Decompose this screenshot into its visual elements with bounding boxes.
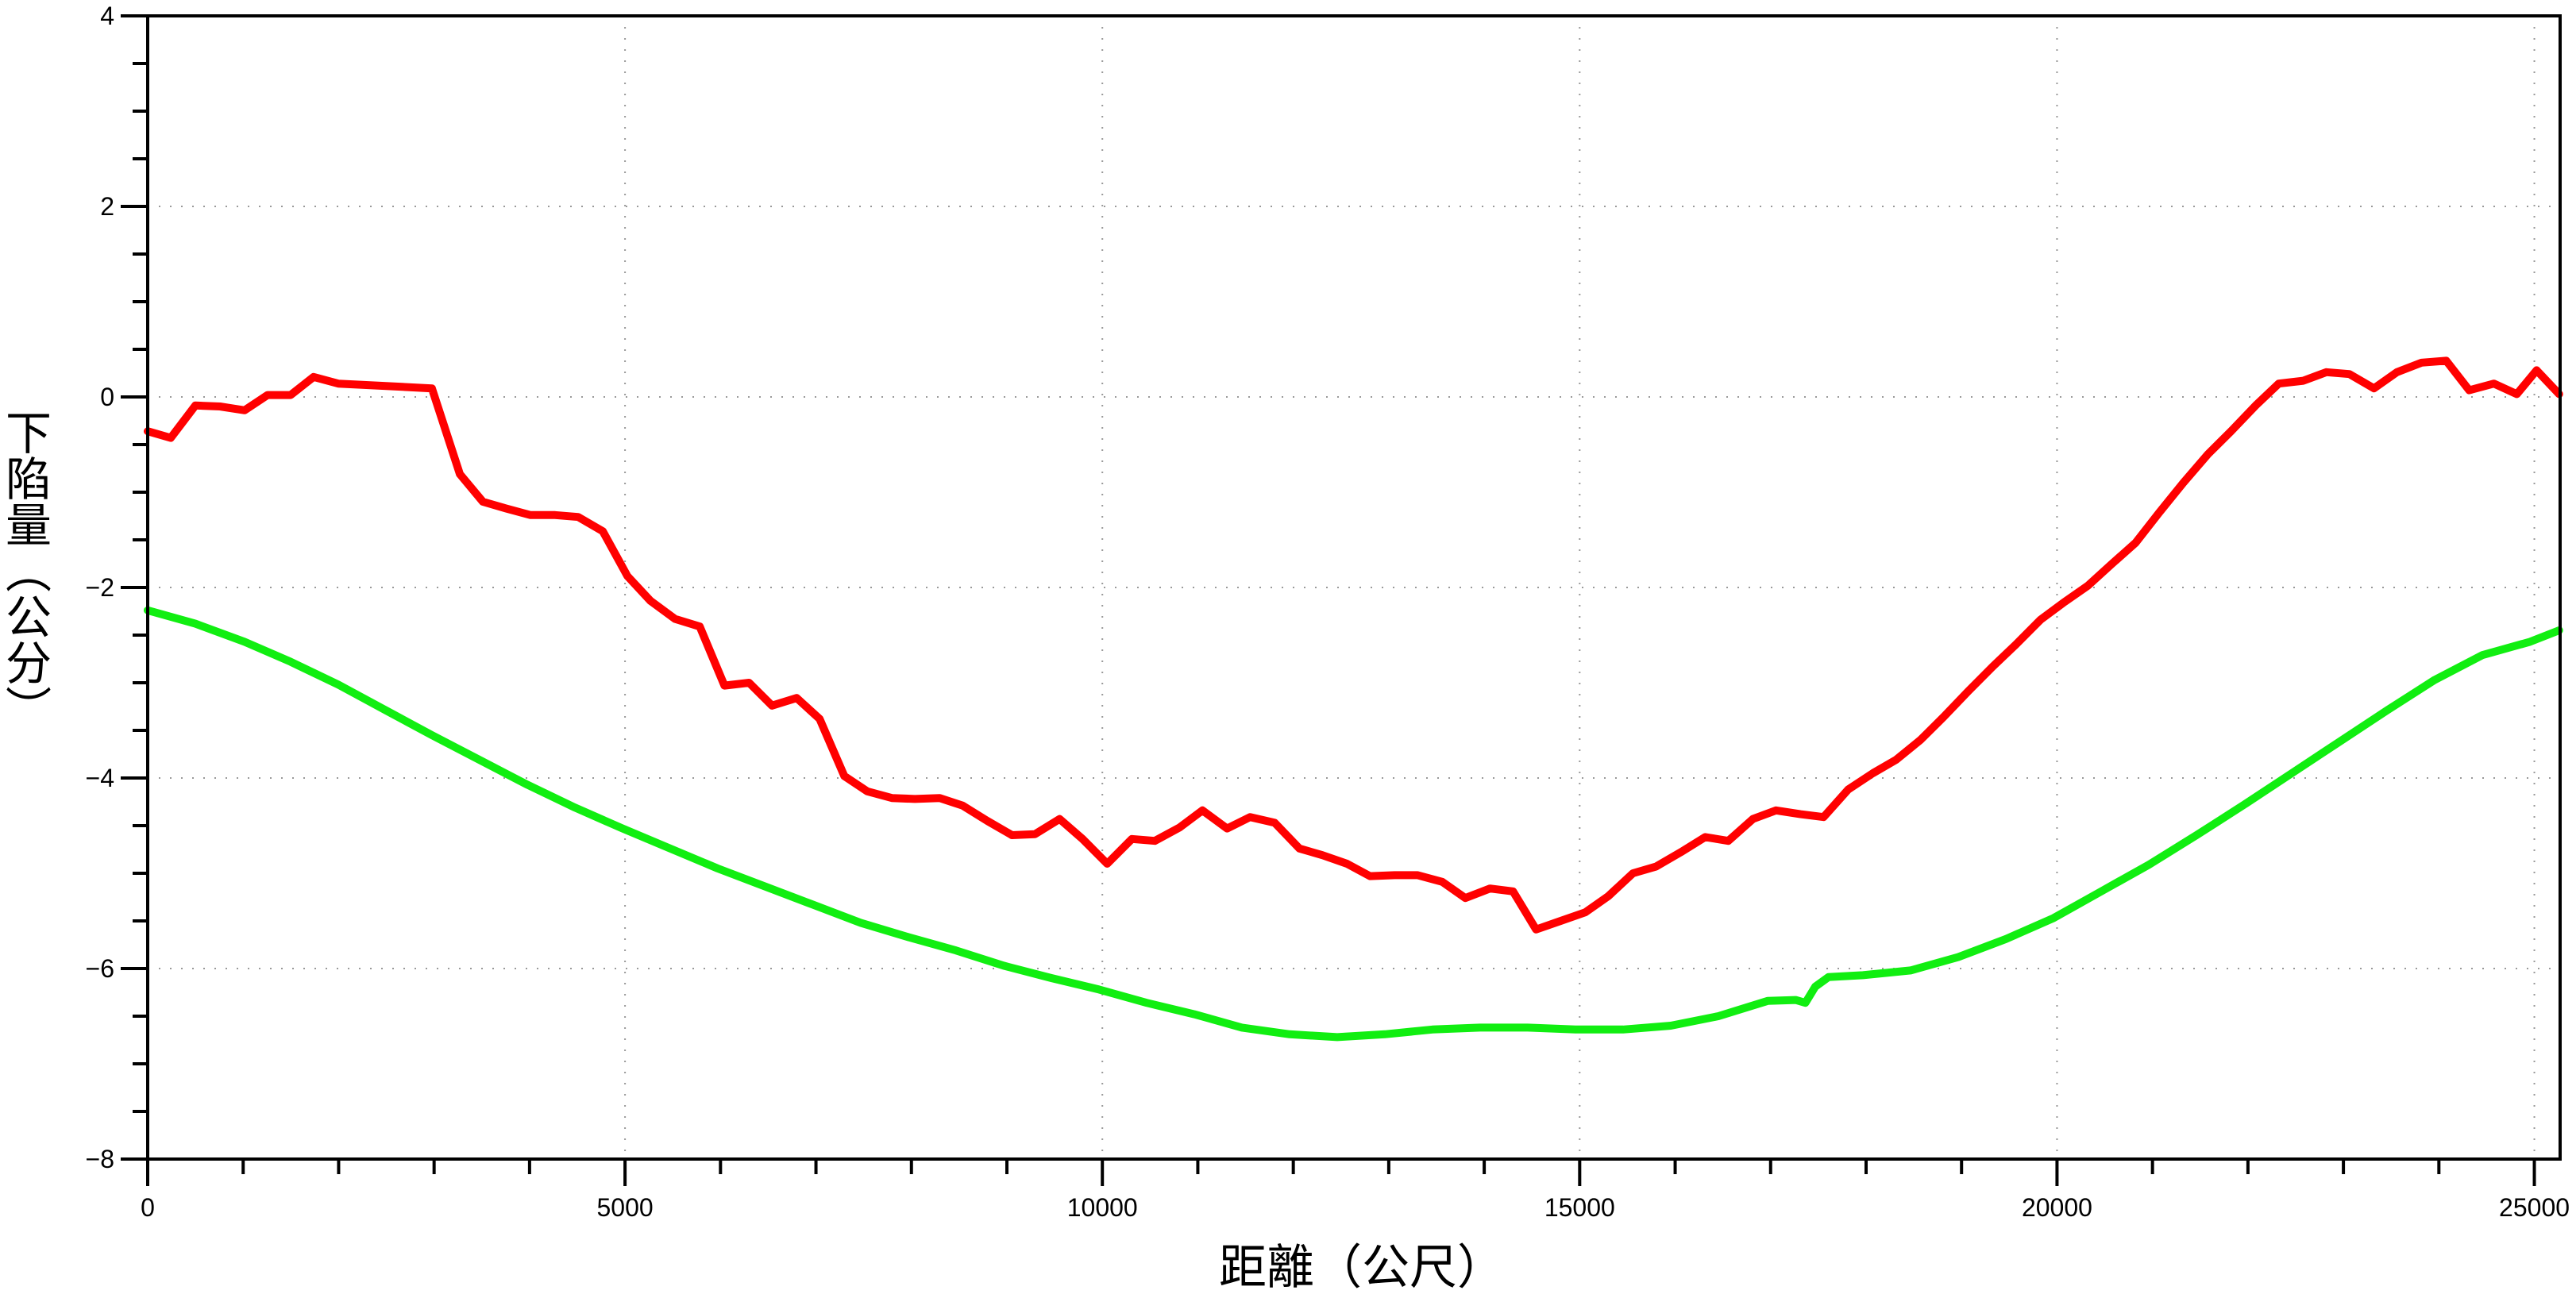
y-axis-label: 下陷量（公分）: [0, 409, 52, 731]
axis-ticks: [121, 14, 2536, 1186]
series-layer: [144, 356, 2563, 1042]
y-tick-label: −8: [86, 1145, 114, 1173]
y-tick-label: −4: [86, 764, 114, 792]
y-tick-label: 2: [100, 192, 114, 221]
x-axis-label: 距離（公尺）: [1219, 1240, 1505, 1296]
y-tick-label: 4: [100, 2, 114, 30]
grid: [148, 16, 2560, 1159]
y-tick-label: −6: [86, 954, 114, 983]
plot-frame: [146, 14, 2562, 1161]
x-tick-label: 20000: [2022, 1193, 2092, 1222]
tick-labels: 4 2 0 −2 −4 −6 −8 0 5000 10000 15000 20000 25000: [86, 2, 2570, 1222]
y-tick-label: 0: [100, 383, 114, 411]
x-tick-label: 10000: [1067, 1193, 1138, 1222]
x-tick-label: 5000: [597, 1193, 654, 1222]
x-tick-label: 15000: [1544, 1193, 1615, 1222]
series-line-1: [144, 356, 2563, 934]
y-tick-label: −2: [86, 573, 114, 602]
x-tick-label: 0: [141, 1193, 155, 1222]
x-tick-label: 25000: [2499, 1193, 2570, 1222]
series-line-2: [144, 606, 2563, 1042]
